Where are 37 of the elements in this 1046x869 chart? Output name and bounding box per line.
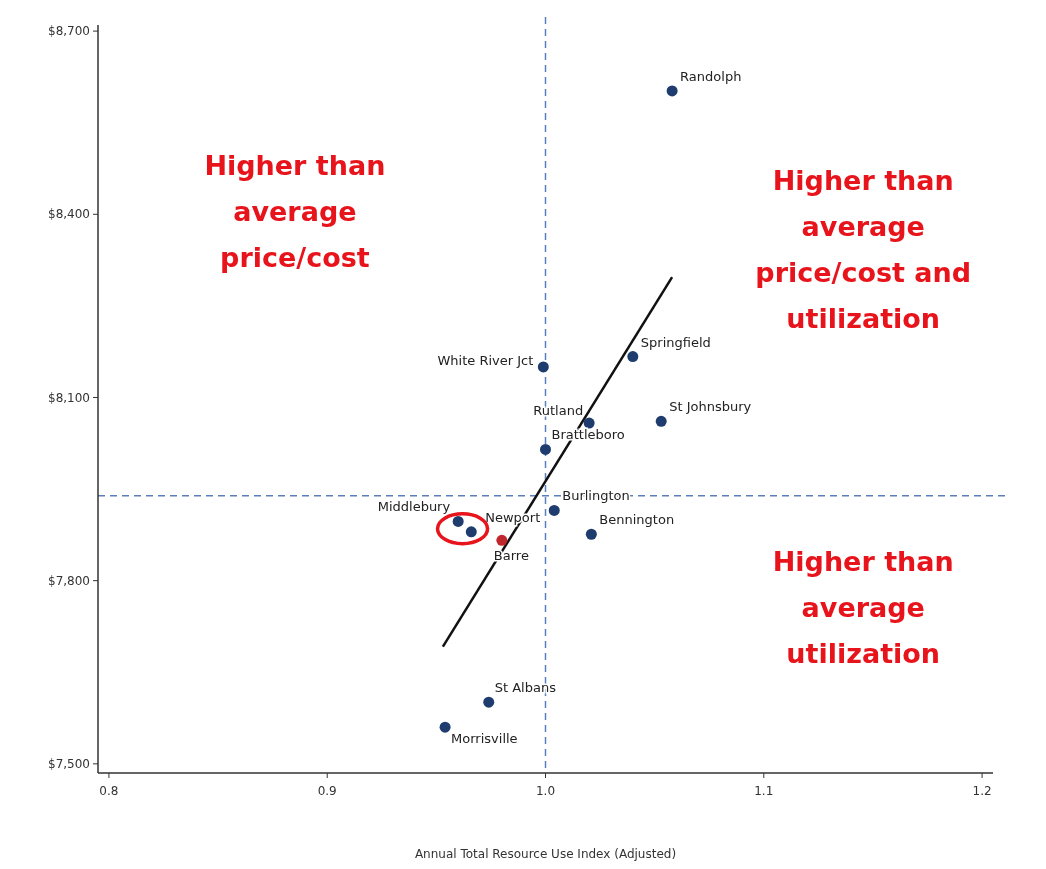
series-label: Bennington: [599, 512, 675, 528]
x-tick-label: 1.1: [754, 784, 774, 798]
series-label: St Johnsbury: [669, 399, 752, 415]
x-tick-label: 1.0: [535, 784, 556, 798]
point: [483, 696, 495, 708]
y-tick-label: $7,800: [48, 573, 90, 588]
series-label: Randolph: [680, 68, 742, 84]
annotation: Higher than average price/cost: [204, 149, 386, 273]
point: [666, 85, 678, 97]
x-tick-label: 0.8: [99, 784, 119, 798]
x-tick-label: 1.2: [972, 784, 992, 798]
point: [537, 361, 549, 373]
point: [585, 528, 597, 540]
y-tick-label: $7,500: [48, 757, 90, 772]
point: [583, 417, 595, 429]
series-label: White River Jct: [437, 352, 534, 368]
series-label: Burlington: [562, 488, 630, 504]
point: [548, 504, 560, 516]
series-label: Middlebury: [377, 499, 451, 515]
point: [496, 534, 508, 546]
x-tick-label: 0.9: [317, 784, 337, 798]
y-tick-label: $8,100: [48, 390, 90, 405]
series-label: Rutland: [533, 403, 584, 419]
y-tick-label: $8,700: [48, 24, 90, 39]
series-label: Springfield: [640, 334, 711, 350]
series-label: Morrisville: [451, 731, 518, 747]
series-label: St Albans: [494, 680, 557, 696]
annotation: Higher than average price/cost and utilization: [755, 164, 972, 334]
point: [655, 415, 667, 427]
annotation: Higher than average utilization: [772, 546, 954, 670]
y-tick-label: $8,400: [48, 207, 90, 222]
x-axis-title: Annual Total Resource Use Index (Adjusted): [414, 847, 677, 861]
point: [627, 351, 639, 363]
point: [439, 721, 451, 733]
point: [452, 515, 464, 527]
point: [465, 526, 477, 538]
point: [540, 443, 551, 455]
